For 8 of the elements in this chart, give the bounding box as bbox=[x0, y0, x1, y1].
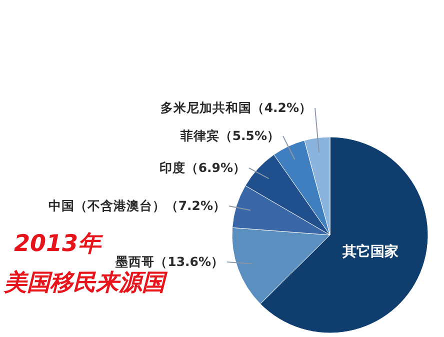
slice-label: 印度（6.9%） bbox=[159, 160, 246, 175]
slice-label: 其它国家 bbox=[342, 243, 399, 260]
slice-label: 中国（不含港澳台）（7.2%） bbox=[48, 198, 226, 213]
text: 2013年 bbox=[14, 231, 104, 257]
text: 美国移民来源国 bbox=[3, 269, 168, 296]
slice-label: 墨西哥（13.6%） bbox=[114, 254, 224, 269]
slice-label: 多米尼加共和国（4.2%） bbox=[160, 100, 312, 115]
slice-label: 菲律宾（5.5%） bbox=[179, 128, 280, 143]
